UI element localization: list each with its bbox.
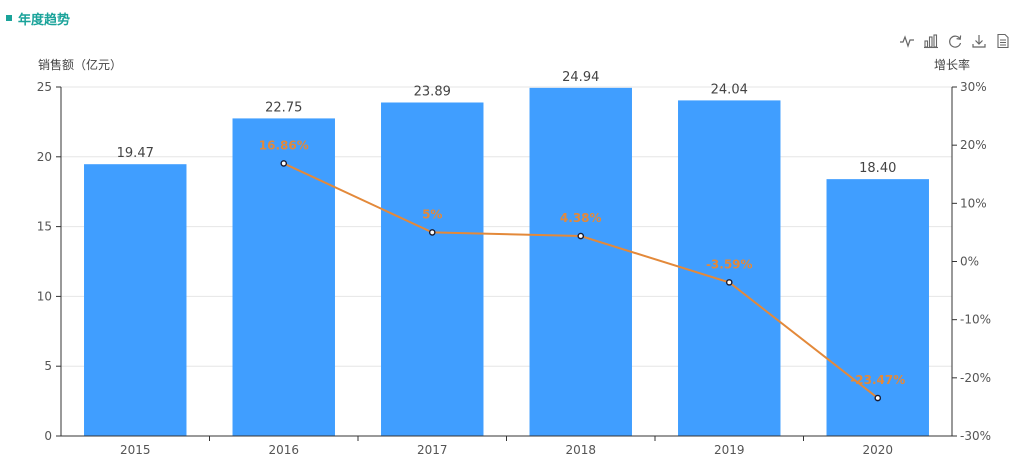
- gridlines: [61, 86, 952, 367]
- x-tick-label: 2015: [120, 443, 151, 457]
- growth-value-label: 4.38%: [560, 211, 602, 225]
- y-tick-label: 0: [44, 429, 52, 443]
- panel-title: 年度趋势: [6, 9, 71, 28]
- y2-tick-label: -10%: [960, 313, 991, 327]
- growth-value-label: 16.86%: [259, 138, 309, 152]
- x-tick-label: 2019: [714, 443, 745, 457]
- y-tick-label: 10: [37, 289, 52, 303]
- y-tick-label: 20: [37, 150, 52, 164]
- chart-toolbar: [898, 32, 1012, 50]
- refresh-icon[interactable]: [946, 32, 964, 50]
- bar-chart-icon[interactable]: [922, 32, 940, 50]
- bar-value-label: 23.89: [414, 84, 451, 99]
- download-icon[interactable]: [970, 32, 988, 50]
- y2-tick-label: 30%: [960, 80, 987, 94]
- bar-2017[interactable]: [381, 102, 484, 436]
- y-axis-title: 销售额（亿元）: [38, 57, 122, 72]
- bar-value-label: 22.75: [265, 100, 302, 115]
- y2-tick-label: -30%: [960, 429, 991, 443]
- x-tick-label: 2018: [565, 443, 596, 457]
- y2-axis-title: 增长率: [934, 57, 970, 72]
- bar-value-label: 24.94: [562, 70, 599, 85]
- y2-tick-label: 10%: [960, 196, 987, 210]
- growth-value-label: 5%: [422, 207, 442, 221]
- x-tick-label: 2017: [417, 443, 448, 457]
- bar-2018[interactable]: [529, 87, 632, 437]
- bar-series: [84, 87, 929, 437]
- growth-point[interactable]: [725, 279, 733, 286]
- growth-point[interactable]: [577, 232, 585, 240]
- growth-point[interactable]: [874, 394, 882, 402]
- bar-value-label: 18.40: [859, 161, 896, 176]
- x-tick-label: 2020: [862, 443, 893, 457]
- bar-2016[interactable]: [232, 118, 335, 436]
- bar-2020[interactable]: [826, 179, 929, 437]
- growth-line-series: [280, 160, 882, 402]
- y-tick-label: 5: [44, 359, 52, 373]
- bar-2015[interactable]: [84, 164, 187, 437]
- y-tick-label: 15: [37, 220, 52, 234]
- y2-tick-label: 0%: [960, 255, 979, 269]
- panel-title-text: 年度趋势: [18, 12, 71, 28]
- growth-point[interactable]: [428, 229, 436, 236]
- x-tick-label: 2016: [268, 443, 299, 457]
- growth-value-label: -23.47%: [850, 373, 905, 387]
- y2-tick-label: 20%: [960, 138, 987, 152]
- y-tick-label: 25: [37, 80, 52, 94]
- data-view-icon[interactable]: [994, 32, 1012, 50]
- axes: 0 5 10 15 20 25 -30% -20% -10% 0% 10% 20% 30% 2015 201…: [37, 57, 991, 457]
- y2-tick-label: -20%: [960, 371, 991, 385]
- title-marker: [6, 15, 12, 21]
- line-chart-icon[interactable]: [898, 32, 916, 50]
- growth-value-label: -3.59%: [706, 257, 753, 271]
- bar-value-label: 24.04: [711, 82, 748, 97]
- growth-point[interactable]: [280, 160, 288, 167]
- data-labels: 19.47 22.75 23.89 24.94 24.04 18.40 16.86% 5% 4.…: [117, 70, 906, 387]
- bar-2019[interactable]: [678, 100, 781, 436]
- bar-value-label: 19.47: [117, 146, 154, 161]
